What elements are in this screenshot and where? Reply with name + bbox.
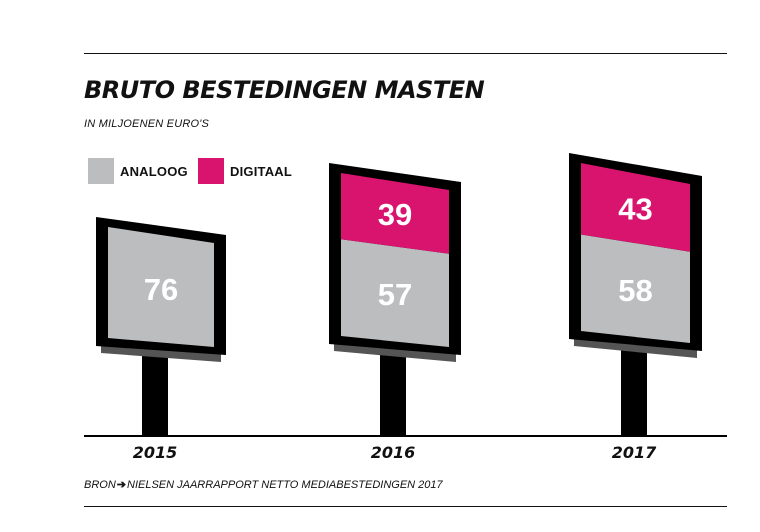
- arrow-right-icon: ➔: [116, 479, 126, 491]
- bar-digitaal-2016: [341, 173, 449, 254]
- bar-digitaal-2017: [581, 163, 690, 252]
- data-label-analoog-2016: 57: [378, 277, 412, 312]
- source-label: BRON: [84, 479, 116, 491]
- data-label-analoog-2015: 76: [144, 272, 178, 307]
- x-tick-label-2017: 2017: [612, 443, 657, 462]
- x-tick-label-2015: 2015: [133, 443, 178, 462]
- bar-analoog-2017: [581, 234, 690, 343]
- chart-title: BRUTO BESTEDINGEN MASTEN: [84, 76, 485, 104]
- data-label-analoog-2017: 58: [618, 273, 652, 308]
- data-label-digitaal-2016: 39: [378, 197, 412, 232]
- legend-label-analoog: ANALOOG: [120, 163, 188, 179]
- bottom-rule: [84, 506, 727, 507]
- legend-item-digitaal: DIGITAAL: [198, 158, 292, 184]
- legend-swatch-analoog: [88, 158, 114, 184]
- x-tick-label-2016: 2016: [371, 443, 416, 462]
- top-rule: [84, 53, 727, 54]
- bar-analoog-2015: [108, 227, 214, 347]
- legend-item-analoog: ANALOOG: [88, 158, 188, 184]
- legend-swatch-digitaal: [198, 158, 224, 184]
- chart-subtitle: IN MILJOENEN EURO'S: [84, 118, 210, 130]
- source-text: NIELSEN JAARRAPPORT NETTO MEDIABESTEDING…: [127, 479, 443, 491]
- data-label-digitaal-2017: 43: [618, 191, 652, 226]
- source-note: BRON➔NIELSEN JAARRAPPORT NETTO MEDIABEST…: [84, 478, 443, 491]
- bar-analoog-2016: [341, 239, 449, 347]
- legend-label-digitaal: DIGITAAL: [230, 163, 293, 179]
